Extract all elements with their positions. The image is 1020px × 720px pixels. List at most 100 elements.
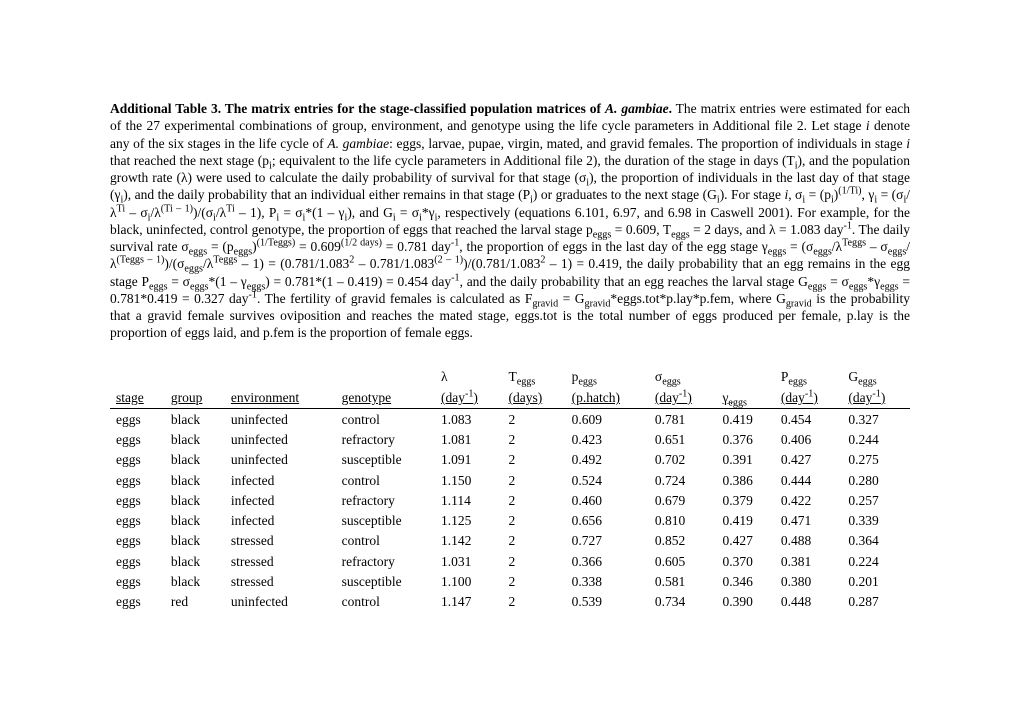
table-cell: black bbox=[165, 490, 225, 510]
table-cell: eggs bbox=[110, 592, 165, 612]
table-cell: 0.581 bbox=[649, 571, 717, 591]
table-cell: eggs bbox=[110, 511, 165, 531]
table-row: eggsblackuninfectedrefractory1.08120.423… bbox=[110, 430, 910, 450]
table-row: eggsblackstressedrefractory1.03120.3660.… bbox=[110, 551, 910, 571]
table-cell: 2 bbox=[502, 592, 565, 612]
table-cell: black bbox=[165, 430, 225, 450]
table-cell: 2 bbox=[502, 470, 565, 490]
table-cell: 0.781 bbox=[649, 409, 717, 430]
table-cell: 1.083 bbox=[435, 409, 503, 430]
table-cell: susceptible bbox=[336, 450, 435, 470]
table-cell: 0.346 bbox=[716, 571, 774, 591]
table-cell: refractory bbox=[336, 490, 435, 510]
table-cell: 1.125 bbox=[435, 511, 503, 531]
table-cell: control bbox=[336, 531, 435, 551]
table-cell: 0.427 bbox=[775, 450, 843, 470]
table-row: eggsreduninfectedcontrol1.14720.5390.734… bbox=[110, 592, 910, 612]
table-row: eggsblackuninfectedsusceptible1.09120.49… bbox=[110, 450, 910, 470]
table-cell: black bbox=[165, 531, 225, 551]
table-row: eggsblackinfectedrefractory1.11420.4600.… bbox=[110, 490, 910, 510]
table-cell: eggs bbox=[110, 571, 165, 591]
table-cell: 0.488 bbox=[775, 531, 843, 551]
table-cell: 0.287 bbox=[842, 592, 910, 612]
table-cell: 0.370 bbox=[716, 551, 774, 571]
table-cell: 0.679 bbox=[649, 490, 717, 510]
caption-paragraph: Additional Table 3. The matrix entries f… bbox=[110, 100, 910, 342]
table-cell: 0.386 bbox=[716, 470, 774, 490]
table-cell: 0.605 bbox=[649, 551, 717, 571]
table-cell: eggs bbox=[110, 470, 165, 490]
table-cell: 0.391 bbox=[716, 450, 774, 470]
table-cell: stressed bbox=[225, 551, 336, 571]
table-row: eggsblackinfectedsusceptible1.12520.6560… bbox=[110, 511, 910, 531]
table-cell: 0.454 bbox=[775, 409, 843, 430]
caption-title: Additional Table 3. The matrix entries f… bbox=[110, 101, 672, 116]
table-cell: 0.366 bbox=[566, 551, 649, 571]
table-cell: 0.327 bbox=[842, 409, 910, 430]
table-cell: control bbox=[336, 470, 435, 490]
table-cell: eggs bbox=[110, 430, 165, 450]
data-table: λ Teggs peggs σeggs Peggs Geggs stage gr… bbox=[110, 366, 910, 612]
table-cell: 1.081 bbox=[435, 430, 503, 450]
table-cell: susceptible bbox=[336, 511, 435, 531]
table-cell: 0.419 bbox=[716, 511, 774, 531]
table-cell: uninfected bbox=[225, 450, 336, 470]
table-cell: 2 bbox=[502, 551, 565, 571]
table-cell: 0.724 bbox=[649, 470, 717, 490]
table-row: eggsblackuninfectedcontrol1.08320.6090.7… bbox=[110, 409, 910, 430]
table-cell: 0.338 bbox=[566, 571, 649, 591]
table-cell: 0.379 bbox=[716, 490, 774, 510]
table-cell: 2 bbox=[502, 490, 565, 510]
table-cell: 1.142 bbox=[435, 531, 503, 551]
table-cell: 0.280 bbox=[842, 470, 910, 490]
table-cell: 1.091 bbox=[435, 450, 503, 470]
table-cell: uninfected bbox=[225, 592, 336, 612]
table-cell: eggs bbox=[110, 409, 165, 430]
table-cell: 0.419 bbox=[716, 409, 774, 430]
table-cell: 1.100 bbox=[435, 571, 503, 591]
table-cell: 0.524 bbox=[566, 470, 649, 490]
table-cell: 0.406 bbox=[775, 430, 843, 450]
table-cell: 0.376 bbox=[716, 430, 774, 450]
table-cell: 0.201 bbox=[842, 571, 910, 591]
table-cell: 0.390 bbox=[716, 592, 774, 612]
table-cell: black bbox=[165, 551, 225, 571]
table-cell: black bbox=[165, 511, 225, 531]
table-cell: eggs bbox=[110, 531, 165, 551]
table-cell: eggs bbox=[110, 490, 165, 510]
table-cell: 0.275 bbox=[842, 450, 910, 470]
table-cell: 0.471 bbox=[775, 511, 843, 531]
table-cell: 0.448 bbox=[775, 592, 843, 612]
table-cell: 0.364 bbox=[842, 531, 910, 551]
table-cell: 0.852 bbox=[649, 531, 717, 551]
table-cell: 1.150 bbox=[435, 470, 503, 490]
table-cell: stressed bbox=[225, 531, 336, 551]
table-cell: susceptible bbox=[336, 571, 435, 591]
table-cell: 0.244 bbox=[842, 430, 910, 450]
table-row: eggsblackstressedsusceptible1.10020.3380… bbox=[110, 571, 910, 591]
table-cell: control bbox=[336, 592, 435, 612]
table-cell: 0.444 bbox=[775, 470, 843, 490]
table-cell: 0.810 bbox=[649, 511, 717, 531]
table-cell: eggs bbox=[110, 450, 165, 470]
table-cell: 2 bbox=[502, 430, 565, 450]
table-cell: 0.734 bbox=[649, 592, 717, 612]
table-cell: 0.381 bbox=[775, 551, 843, 571]
table-row: eggsblackstressedcontrol1.14220.7270.852… bbox=[110, 531, 910, 551]
table-body: eggsblackuninfectedcontrol1.08320.6090.7… bbox=[110, 409, 910, 612]
table-cell: stressed bbox=[225, 571, 336, 591]
table-cell: 0.702 bbox=[649, 450, 717, 470]
table-cell: control bbox=[336, 409, 435, 430]
table-cell: infected bbox=[225, 511, 336, 531]
table-cell: 1.147 bbox=[435, 592, 503, 612]
table-cell: black bbox=[165, 450, 225, 470]
table-cell: 0.422 bbox=[775, 490, 843, 510]
table-header: λ Teggs peggs σeggs Peggs Geggs stage gr… bbox=[110, 366, 910, 409]
table-cell: black bbox=[165, 470, 225, 490]
table-cell: 0.539 bbox=[566, 592, 649, 612]
table-cell: refractory bbox=[336, 551, 435, 571]
table-cell: 0.257 bbox=[842, 490, 910, 510]
table-cell: infected bbox=[225, 490, 336, 510]
table-cell: 0.224 bbox=[842, 551, 910, 571]
table-cell: eggs bbox=[110, 551, 165, 571]
